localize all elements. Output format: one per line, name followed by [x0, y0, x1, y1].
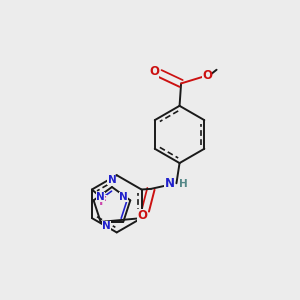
Text: N: N — [165, 177, 175, 190]
Text: O: O — [149, 65, 159, 78]
Text: N: N — [96, 192, 105, 202]
Text: H: H — [179, 179, 188, 189]
Text: O: O — [202, 69, 212, 82]
Text: F: F — [99, 195, 107, 208]
Text: O: O — [137, 209, 147, 222]
Text: N: N — [103, 220, 111, 231]
Text: N: N — [119, 192, 128, 202]
Text: N: N — [108, 175, 116, 185]
